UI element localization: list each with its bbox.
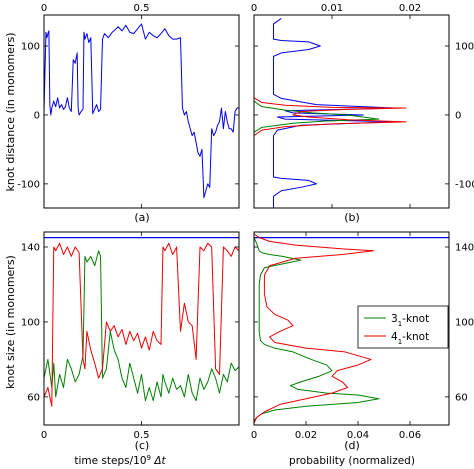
x-tick-label-d: 0.04 bbox=[347, 430, 369, 441]
x-tick-label-a: 0.5 bbox=[134, 3, 150, 14]
series-line-d-green bbox=[254, 237, 380, 422]
x-tick-label-b: 0.01 bbox=[321, 3, 343, 14]
xlabel-time-exponent: 9 bbox=[147, 454, 151, 462]
panel-label-d: (d) bbox=[344, 439, 360, 452]
y-tick-label-c: 60 bbox=[27, 392, 40, 403]
x-tick-label-c: 0.5 bbox=[134, 430, 150, 441]
panel-d-knot-size-probability: 0 0.02 0.04 0.06 60 100 140 bbox=[251, 231, 474, 441]
series-line-b-red bbox=[254, 97, 407, 137]
x-tick-label-c: 0 bbox=[41, 430, 47, 441]
legend-box bbox=[357, 305, 449, 349]
panel-b-knot-distance-probability: 0 0.01 0.02 -100 0 100 bbox=[251, 3, 474, 209]
series-line-b-blue bbox=[273, 18, 395, 208]
y-tick-label-b: 100 bbox=[455, 42, 474, 53]
series-line-a-blue bbox=[44, 23, 239, 199]
y-tick-label-d: 100 bbox=[455, 317, 474, 328]
legend-text-31-knot: 31-knot bbox=[391, 313, 429, 328]
panel-label-c: (c) bbox=[135, 439, 150, 452]
series-line-c-green bbox=[44, 250, 239, 402]
y-tick-label-a: -100 bbox=[17, 179, 40, 190]
series-line-b-green bbox=[254, 100, 380, 133]
y-tick-label-c: 140 bbox=[21, 242, 40, 253]
y-tick-label-a: 0 bbox=[34, 110, 40, 121]
x-tick-label-b: 0.02 bbox=[399, 3, 421, 14]
panel-label-a: (a) bbox=[134, 211, 149, 224]
xlabel-time-steps: time steps/109 Δt bbox=[74, 454, 166, 467]
axes-frame-c bbox=[43, 231, 240, 426]
ylabel-knot-size: knot size (in monomers) bbox=[4, 255, 17, 389]
legend-text-41-knot: 41-knot bbox=[391, 331, 429, 346]
y-tick-label-b: 0 bbox=[455, 110, 461, 121]
xlabel-probability: probability (normalized) bbox=[289, 455, 415, 467]
axes-frame-b bbox=[253, 14, 450, 209]
panel-c-knot-size-time-series: 0 0.5 60 100 140 bbox=[21, 231, 240, 441]
x-tick-label-d: 0 bbox=[251, 430, 257, 441]
y-tick-label-a: 100 bbox=[21, 42, 40, 53]
ylabel-knot-distance: knot distance (in monomers) bbox=[4, 33, 17, 192]
x-tick-label-b: 0 bbox=[251, 3, 257, 14]
series-line-c-red bbox=[44, 242, 239, 407]
y-tick-label-c: 100 bbox=[21, 317, 40, 328]
legend: 31-knot 41-knot bbox=[357, 305, 449, 349]
y-tick-label-b: -100 bbox=[455, 179, 474, 190]
xlabel-time-unit: Δt bbox=[151, 455, 167, 467]
y-tick-label-d: 140 bbox=[455, 242, 474, 253]
y-tick-label-d: 60 bbox=[455, 392, 468, 403]
axes-frame-d bbox=[253, 231, 450, 426]
x-tick-label-d: 0.06 bbox=[399, 430, 421, 441]
x-tick-label-d: 0.02 bbox=[295, 430, 317, 441]
panel-label-b: (b) bbox=[344, 211, 360, 224]
x-tick-label-a: 0 bbox=[41, 3, 47, 14]
series-line-d-red bbox=[254, 233, 375, 424]
panel-a-knot-distance-time-series: 0 0.5 -100 0 100 bbox=[17, 3, 240, 209]
